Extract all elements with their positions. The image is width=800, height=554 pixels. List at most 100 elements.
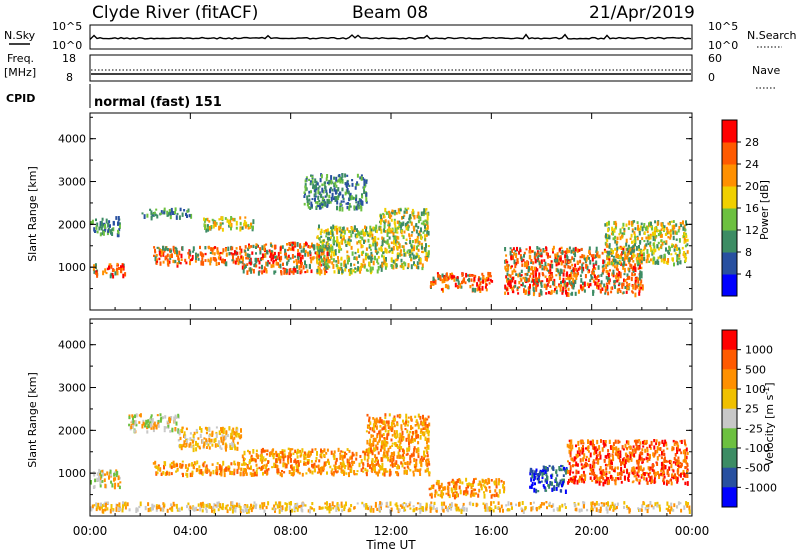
range-cell (347, 459, 350, 462)
range-cell (183, 440, 186, 445)
range-cell (614, 285, 616, 289)
range-cell (610, 290, 613, 294)
range-cell (563, 466, 565, 470)
range-cell (185, 442, 188, 447)
range-cell (222, 441, 225, 445)
range-cell (221, 222, 224, 225)
range-cell (240, 434, 243, 439)
range-cell (322, 263, 325, 267)
range-cell (507, 277, 510, 281)
range-cell (672, 230, 675, 235)
range-cell (344, 263, 347, 269)
range-cell (582, 447, 585, 453)
range-cell (609, 269, 611, 272)
range-cell (166, 210, 169, 215)
range-cell (531, 250, 534, 253)
range-cell (315, 205, 318, 208)
range-cell (666, 261, 669, 265)
range-cell (592, 459, 595, 463)
range-cell (428, 472, 431, 477)
range-cell (383, 426, 385, 430)
range-cell (202, 261, 205, 266)
range-cell (306, 269, 309, 273)
range-cell (631, 228, 634, 231)
range-cell (676, 472, 679, 475)
range-cell (477, 483, 480, 486)
range-cell (595, 455, 598, 460)
range-cell (619, 476, 622, 480)
range-cell (317, 189, 320, 195)
range-cell (582, 470, 585, 474)
range-cell (479, 481, 482, 484)
range-cell (409, 430, 412, 434)
range-cell (99, 232, 102, 237)
range-cell (472, 480, 475, 485)
range-cell (677, 229, 680, 233)
range-cell (625, 447, 628, 450)
range-cell (116, 232, 119, 238)
range-cell (413, 261, 415, 266)
range-cell (417, 265, 420, 270)
range-cell (100, 220, 103, 226)
range-cell (405, 418, 408, 421)
range-cell (195, 252, 197, 258)
range-cell (370, 467, 373, 472)
range-cell (371, 266, 374, 271)
range-cell (173, 416, 176, 421)
range-cell (239, 251, 242, 255)
range-cell (547, 269, 550, 272)
range-cell (630, 221, 633, 226)
range-cell (233, 436, 236, 440)
range-cell (326, 203, 329, 207)
freq-tick-bottom: 8 (66, 71, 73, 84)
range-cell (559, 272, 562, 277)
range-cell (485, 288, 488, 292)
range-cell (185, 212, 187, 217)
range-cell (277, 251, 280, 257)
range-cell (629, 452, 632, 458)
range-cell (410, 425, 412, 430)
range-cell (347, 190, 350, 195)
range-cell (514, 284, 517, 288)
range-cell (351, 182, 354, 187)
range-cell (334, 181, 337, 186)
range-cell (590, 274, 593, 277)
range-cell (366, 230, 369, 235)
range-cell (351, 229, 354, 234)
range-cell (676, 469, 679, 473)
range-cell (529, 267, 532, 271)
range-cell (189, 472, 192, 478)
range-cell (426, 229, 429, 235)
range-cell (275, 255, 278, 259)
range-cell (634, 243, 636, 247)
range-cell (512, 247, 515, 251)
range-cell (409, 214, 412, 219)
range-cell (291, 246, 294, 251)
range-cell (517, 273, 520, 278)
range-cell (175, 416, 178, 419)
range-cell (685, 256, 688, 260)
range-cell (487, 271, 490, 276)
range-cell (218, 252, 221, 256)
range-cell (684, 443, 687, 447)
range-cell (90, 480, 92, 485)
range-cell (542, 468, 545, 473)
range-cell (300, 262, 303, 266)
range-cell (340, 203, 342, 206)
range-cell (215, 466, 218, 471)
range-cell (107, 229, 110, 233)
nsky-trace (90, 33, 692, 41)
range-cell (665, 226, 668, 230)
range-cell (373, 421, 376, 425)
range-cell (660, 228, 663, 231)
range-cell (646, 226, 649, 230)
range-cell (614, 235, 617, 239)
range-cell (629, 445, 632, 450)
range-cell (350, 456, 353, 460)
range-cell (166, 213, 169, 217)
range-cell (622, 448, 625, 451)
range-cell (440, 288, 443, 291)
range-cell (615, 449, 618, 454)
range-cell (366, 469, 369, 472)
range-cell (365, 192, 368, 197)
